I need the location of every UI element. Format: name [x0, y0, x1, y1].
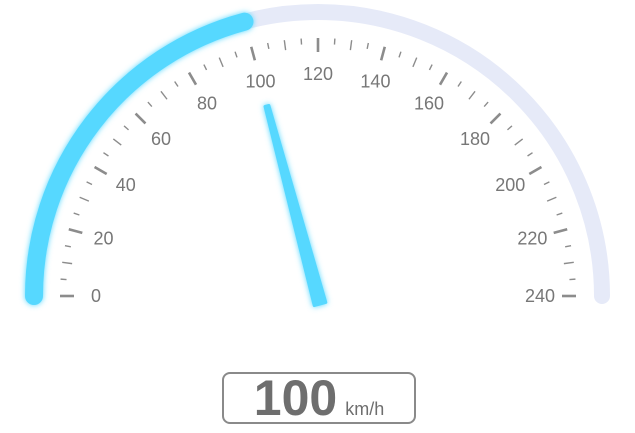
- gauge-minor-tick: [565, 246, 571, 247]
- gauge-major-tick: [529, 167, 541, 174]
- gauge-minor-tick: [528, 153, 533, 156]
- gauge-minor-tick: [413, 58, 417, 67]
- speed-readout: 100 km/h: [222, 372, 416, 424]
- gauge-minor-tick: [547, 197, 556, 201]
- gauge-minor-tick: [175, 81, 178, 86]
- gauge-minor-tick: [544, 182, 549, 185]
- gauge-minor-tick: [367, 43, 368, 49]
- gauge-minor-tick: [429, 65, 432, 70]
- gauge-progress: [34, 22, 244, 296]
- tick-label-200: 200: [495, 175, 525, 195]
- tick-label-220: 220: [517, 229, 547, 249]
- gauge-minor-tick: [103, 153, 108, 156]
- tick-label-160: 160: [414, 94, 444, 114]
- gauge-major-tick: [554, 229, 568, 233]
- tick-label-240: 240: [525, 286, 555, 306]
- gauge-minor-tick: [564, 262, 574, 263]
- gauge-minor-tick: [399, 52, 401, 58]
- speed-unit: km/h: [345, 385, 384, 433]
- gauge-major-tick: [381, 47, 385, 61]
- gauge-minor-tick: [80, 197, 89, 201]
- gauge-major-tick: [95, 167, 107, 174]
- gauge-needle-icon: [265, 105, 326, 305]
- gauge-minor-tick: [65, 246, 71, 247]
- gauge-minor-tick: [235, 52, 237, 58]
- gauge-minor-tick: [284, 40, 285, 50]
- gauge-major-tick: [491, 114, 501, 124]
- gauge-tick-labels: 0 20 40 60 80 100 120 140 160 180 200 220 240: [91, 64, 555, 306]
- tick-label-140: 140: [360, 72, 390, 92]
- tick-label-40: 40: [116, 175, 136, 195]
- gauge-major-tick: [136, 114, 146, 124]
- tick-label-180: 180: [460, 129, 490, 149]
- gauge-minor-tick: [124, 126, 129, 130]
- tick-label-0: 0: [91, 286, 101, 306]
- gauge-minor-tick: [458, 81, 461, 86]
- gauge-minor-tick: [515, 139, 523, 145]
- gauge-minor-tick: [62, 262, 72, 263]
- gauge-minor-tick: [219, 58, 223, 67]
- tick-label-80: 80: [197, 94, 217, 114]
- gauge-minor-tick: [484, 102, 488, 107]
- gauge-major-tick: [251, 47, 255, 61]
- gauge-minor-tick: [469, 91, 475, 99]
- gauge-minor-tick: [204, 65, 207, 70]
- tick-label-120: 120: [303, 64, 333, 84]
- gauge-major-tick: [189, 73, 196, 85]
- gauge-minor-tick: [507, 126, 512, 130]
- gauge-minor-tick: [113, 139, 121, 145]
- gauge-major-tick: [440, 73, 447, 85]
- tick-label-20: 20: [94, 229, 114, 249]
- gauge-major-tick: [69, 229, 83, 233]
- tick-label-60: 60: [151, 129, 171, 149]
- gauge-minor-tick: [161, 91, 167, 99]
- gauge-minor-tick: [350, 40, 351, 50]
- gauge-minor-tick: [557, 213, 563, 215]
- gauge-minor-tick: [87, 182, 92, 185]
- gauge-minor-tick: [148, 102, 152, 107]
- gauge-minor-tick: [74, 213, 80, 215]
- tick-label-100: 100: [246, 72, 276, 92]
- speed-value: 100: [254, 374, 337, 422]
- gauge-minor-tick: [268, 43, 269, 49]
- gauge-track: [34, 12, 602, 296]
